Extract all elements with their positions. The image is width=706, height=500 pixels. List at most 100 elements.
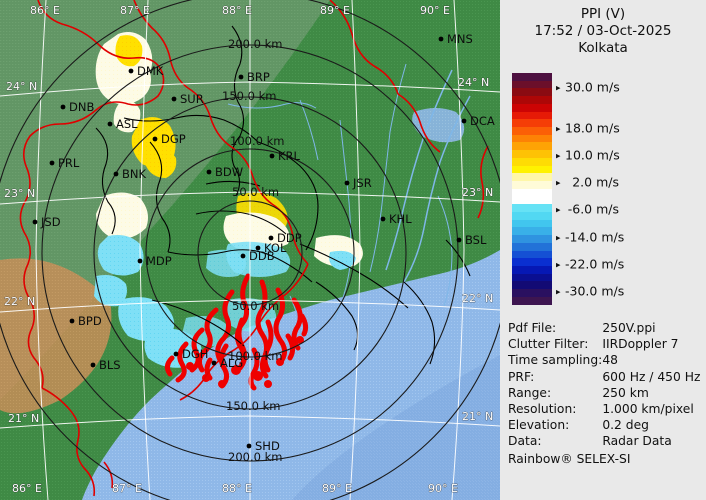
metadata-key: Range: (508, 385, 552, 400)
tick-value: -14.0 m/s (565, 229, 625, 245)
colorbar-band (512, 173, 552, 182)
station-label: DGH (182, 347, 208, 361)
colorbar-band (512, 273, 552, 282)
station-label: BPD (78, 314, 102, 328)
tick-arrow-icon: ▸ (556, 178, 561, 189)
station-dot[interactable] (69, 318, 75, 324)
station-dot[interactable] (269, 153, 275, 159)
station-dot[interactable] (240, 253, 246, 259)
latitude-label: 23° N (462, 186, 493, 199)
range-ring-label: 50.0 km (232, 185, 279, 199)
metadata-key: Time sampling: (508, 353, 603, 368)
station-dot[interactable] (128, 68, 134, 74)
station-dot[interactable] (238, 74, 244, 80)
product-datetime: 17:52 / 03-Oct-2025 (534, 23, 672, 39)
station-dot[interactable] (438, 36, 444, 42)
info-panel: PPI (V) 17:52 / 03-Oct-2025 Kolkata ▸ 30.… (500, 0, 706, 500)
radar-site-name: Kolkata (578, 40, 628, 56)
station-dot[interactable] (173, 351, 179, 357)
colorbar-tick: ▸ 18.0 m/s (556, 120, 620, 135)
station-dot[interactable] (206, 169, 212, 175)
scan-metadata: Pdf File: 250V.ppi Clutter Filter: IIRDoppl… (508, 320, 706, 467)
station-dot[interactable] (255, 245, 261, 251)
tick-value: -22.0 m/s (565, 256, 625, 272)
colorbar-band (512, 127, 552, 135)
station-dot[interactable] (90, 362, 96, 368)
metadata-value: 0.2 deg (602, 418, 649, 433)
metadata-key: Clutter Filter: (508, 337, 589, 352)
longitude-label: 88° E (222, 4, 252, 17)
colorbar-band (512, 103, 552, 112)
metadata-row: Clutter Filter: IIRDoppler 7 (508, 336, 700, 352)
colorbar-band (512, 265, 552, 274)
station-dot[interactable] (380, 216, 386, 222)
graticule (0, 0, 500, 500)
station-dot[interactable] (32, 219, 38, 225)
station-dot[interactable] (211, 360, 217, 366)
station-dot[interactable] (456, 237, 462, 243)
station-label: BLS (99, 358, 121, 372)
latitude-label: 23° N (4, 187, 35, 200)
tick-value: -30.0 m/s (565, 283, 625, 299)
metadata-row: Time sampling: 48 (508, 352, 700, 368)
tick-arrow-icon: ▸ (556, 124, 561, 135)
latitude-label: 22° N (4, 295, 35, 308)
longitude-label: 87° E (120, 4, 150, 17)
station-markers: MNS DMK BRP DNB SUR ASL DGP DCA KRL PRL BNK BDW JSR K… (32, 32, 495, 453)
station-dot[interactable] (107, 121, 113, 127)
colorbar-band (512, 258, 552, 266)
colorbar-tick: ▸ -14.0 m/s (556, 229, 625, 245)
velocity-colorbar[interactable]: ▸ 30.0 m/s ▸ 18.0 m/s ▸ 10.0 m/s ▸ 2.0 m/s ▸ -6.0… (512, 73, 698, 305)
international-border (19, 0, 489, 497)
tick-value: 10.0 m/s (565, 147, 620, 163)
station-label: JSR (352, 176, 372, 190)
longitude-label: 89° E (320, 4, 350, 17)
station-dot[interactable] (113, 171, 119, 177)
station-label: DDB (249, 249, 275, 263)
metadata-table: Pdf File: 250V.ppi Clutter Filter: IIRDoppl… (508, 320, 700, 450)
longitude-labels: 86° E 87° E 88° E 89° E 90° E 86° E 87° E 88° E… (12, 4, 459, 496)
colorbar-band (512, 165, 552, 174)
colorbar-band (512, 296, 552, 305)
longitude-label: 90° E (428, 482, 458, 495)
colorbar-band (512, 111, 552, 120)
metadata-key: Pdf File: (508, 321, 557, 335)
tick-value: 30.0 m/s (565, 79, 620, 95)
range-ring-label: 150.0 km (222, 89, 276, 103)
vendor-brand: Rainbow® SELEX-SI (508, 451, 631, 466)
station-label: DDP (277, 231, 302, 245)
station-label: MDP (146, 254, 172, 268)
metadata-value: 250 km (602, 385, 649, 400)
colorbar-tick: ▸ 10.0 m/s (556, 147, 620, 163)
colorbar-band (512, 227, 552, 236)
admin-boundaries (95, 25, 471, 365)
echo-center (206, 192, 291, 277)
colorbar-band (512, 181, 552, 189)
range-ring-label: 200.0 km (228, 37, 282, 51)
colorbar-band (512, 88, 552, 97)
range-ring-label: 200.0 km (228, 450, 282, 464)
metadata-row: Range: 250 km (508, 385, 700, 401)
station-dot[interactable] (60, 104, 66, 110)
station-dot[interactable] (49, 160, 55, 166)
station-dot[interactable] (461, 118, 467, 124)
station-label: PRL (58, 156, 80, 170)
station-label: ASL (116, 117, 138, 131)
echo-east (314, 235, 363, 270)
metadata-key: PRF: (508, 369, 535, 384)
colorbar-band (512, 196, 552, 205)
colorbar-band (512, 119, 552, 128)
station-dot[interactable] (171, 96, 177, 102)
colorbar-band (512, 157, 552, 166)
station-dot[interactable] (137, 258, 143, 264)
station-dot[interactable] (152, 136, 158, 142)
station-label: MNS (447, 32, 473, 46)
radar-map-panel[interactable]: 86° E 87° E 88° E 89° E 90° E 86° E 87° E 88° E… (0, 0, 500, 500)
station-dot[interactable] (268, 235, 274, 241)
metadata-key: Data: (508, 434, 542, 449)
station-label: DMK (137, 64, 164, 78)
station-dot[interactable] (246, 443, 252, 449)
station-label: BDW (215, 165, 243, 179)
station-dot[interactable] (344, 180, 350, 186)
